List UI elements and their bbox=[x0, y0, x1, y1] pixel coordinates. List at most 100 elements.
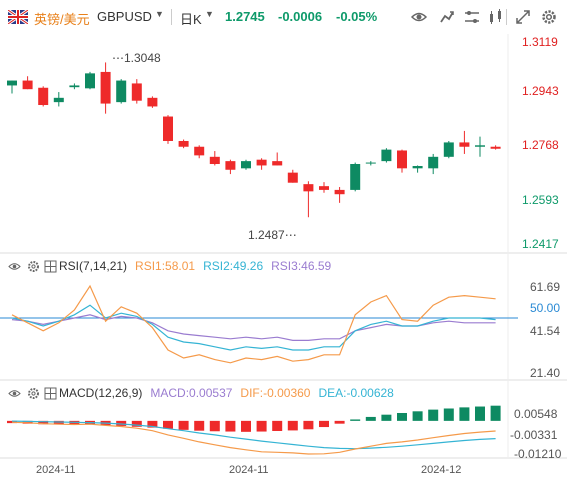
rsi-header: RSI(7,14,21) RSI1:58.01 RSI2:49.26 RSI3:… bbox=[8, 259, 331, 273]
candle-body bbox=[303, 184, 314, 192]
macd-bar bbox=[209, 420, 220, 432]
macd-bar bbox=[225, 420, 236, 432]
indicator-icon[interactable] bbox=[438, 8, 456, 26]
macd-bar bbox=[381, 414, 392, 421]
macd-bar bbox=[178, 420, 189, 430]
candle-body bbox=[163, 116, 173, 141]
macd-bar bbox=[412, 411, 423, 421]
symbol-name-cn[interactable]: 英镑/美元 bbox=[34, 12, 90, 27]
candle-body bbox=[459, 142, 470, 147]
candle-body bbox=[350, 164, 361, 190]
header-divider bbox=[171, 9, 172, 25]
candle-body bbox=[7, 80, 17, 86]
macd-bar bbox=[397, 412, 407, 421]
macd-bar bbox=[459, 407, 470, 421]
candle-body bbox=[475, 145, 485, 147]
uk-flag-icon bbox=[8, 10, 28, 24]
dif-line bbox=[11, 421, 496, 455]
period-dropdown-icon[interactable]: ▼ bbox=[205, 9, 214, 19]
grid-icon[interactable] bbox=[44, 260, 57, 273]
macd-bar bbox=[116, 420, 127, 426]
rsi1-value: RSI1:58.01 bbox=[135, 259, 196, 273]
candle-body bbox=[241, 161, 251, 169]
fullscreen-icon[interactable] bbox=[514, 8, 532, 26]
macd-title: MACD(12,26,9) bbox=[59, 386, 143, 400]
rsi2-line bbox=[11, 304, 496, 351]
candle-body bbox=[38, 87, 49, 106]
macd-bar bbox=[241, 420, 251, 432]
macd-bar bbox=[443, 408, 454, 421]
macd-bar bbox=[319, 420, 329, 428]
price-axis-label: 1.3119 bbox=[522, 35, 558, 49]
macd-axis-label: 0.00548 bbox=[514, 407, 558, 421]
last-price: 1.2745 bbox=[225, 9, 265, 24]
rsi-axis-label: 50.00 bbox=[530, 301, 561, 315]
high-annotation: ⋯1.3048 bbox=[112, 51, 161, 65]
candle-body bbox=[22, 80, 33, 90]
candle-body bbox=[69, 85, 80, 88]
dea-line bbox=[11, 420, 496, 450]
eye-icon[interactable] bbox=[410, 8, 428, 26]
macd-bar bbox=[490, 405, 501, 421]
price-change-pct: -0.05% bbox=[336, 9, 378, 24]
candle-body bbox=[365, 162, 376, 164]
candle-body bbox=[178, 140, 189, 147]
macd-axis-label: -0.00331 bbox=[510, 428, 558, 442]
candle-body bbox=[287, 172, 298, 183]
candle-body bbox=[428, 156, 439, 169]
macd-bar bbox=[287, 420, 298, 431]
macd-bar bbox=[272, 420, 283, 431]
symbol-dropdown-icon[interactable]: ▼ bbox=[155, 9, 164, 19]
settings-icon[interactable] bbox=[540, 8, 558, 26]
grid-icon[interactable] bbox=[44, 387, 57, 400]
eye-icon[interactable] bbox=[8, 387, 21, 400]
macd-bar bbox=[163, 420, 173, 429]
low-annotation: 1.2487⋯ bbox=[248, 228, 297, 242]
sliders-icon[interactable] bbox=[463, 8, 481, 26]
macd-header: MACD(12,26,9) MACD:0.00537 DIF:-0.00360 … bbox=[8, 386, 394, 400]
candle-body bbox=[319, 186, 329, 190]
macd-bar bbox=[350, 419, 361, 421]
x-axis-label: 2024-11 bbox=[36, 464, 76, 476]
settings-icon[interactable] bbox=[27, 260, 40, 273]
candle-body bbox=[381, 149, 392, 162]
x-axis-label: 2024-12 bbox=[421, 464, 462, 476]
price-change: -0.0006 bbox=[278, 9, 323, 24]
macd-bar bbox=[131, 420, 142, 427]
macd-bar bbox=[194, 420, 205, 431]
header-divider-2 bbox=[506, 9, 507, 25]
candle-body bbox=[334, 189, 345, 195]
rsi3-line bbox=[11, 314, 496, 341]
macd-value: MACD:0.00537 bbox=[150, 386, 233, 400]
chart-header: 英镑/美元 GBPUSD ▼ 日K ▼ 1.2745 -0.0006 -0.05… bbox=[0, 0, 567, 34]
settings-icon[interactable] bbox=[27, 387, 40, 400]
price-axis-label: 1.2943 bbox=[522, 84, 559, 98]
rsi1-line bbox=[11, 284, 496, 364]
candle-body bbox=[100, 71, 111, 104]
macd-bar bbox=[7, 420, 17, 424]
price-axis-label: 1.2593 bbox=[522, 193, 559, 207]
candle-body bbox=[116, 80, 127, 103]
candle-body bbox=[85, 73, 95, 89]
macd-bar bbox=[38, 420, 49, 425]
macd-bar bbox=[256, 420, 267, 432]
macd-bar bbox=[365, 416, 376, 421]
macd-bar bbox=[334, 420, 345, 424]
rsi-axis-label: 21.40 bbox=[530, 366, 561, 380]
symbol-code[interactable]: GBPUSD bbox=[97, 9, 152, 24]
macd-bar bbox=[147, 420, 158, 428]
macd-bar bbox=[428, 409, 439, 421]
candle-body bbox=[272, 161, 283, 166]
candle-body bbox=[147, 97, 158, 107]
macd-bar bbox=[53, 420, 64, 425]
drawing-icon[interactable] bbox=[487, 8, 505, 26]
candle-body bbox=[256, 159, 267, 166]
candle-body bbox=[490, 146, 501, 149]
rsi-axis-label: 41.54 bbox=[530, 324, 561, 338]
candle-body bbox=[412, 166, 423, 169]
eye-icon[interactable] bbox=[8, 260, 21, 273]
price-axis-label: 1.2417 bbox=[522, 237, 559, 251]
period-selector[interactable]: 日K bbox=[180, 12, 202, 27]
rsi-title: RSI(7,14,21) bbox=[59, 259, 128, 273]
